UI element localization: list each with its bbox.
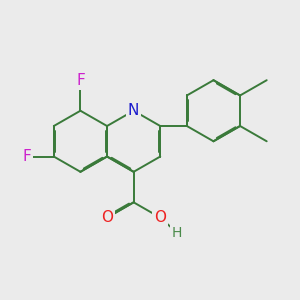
- Text: N: N: [128, 103, 139, 118]
- Text: O: O: [154, 210, 166, 225]
- Text: F: F: [23, 149, 32, 164]
- Text: O: O: [101, 210, 113, 225]
- Text: F: F: [76, 73, 85, 88]
- Text: H: H: [172, 226, 182, 240]
